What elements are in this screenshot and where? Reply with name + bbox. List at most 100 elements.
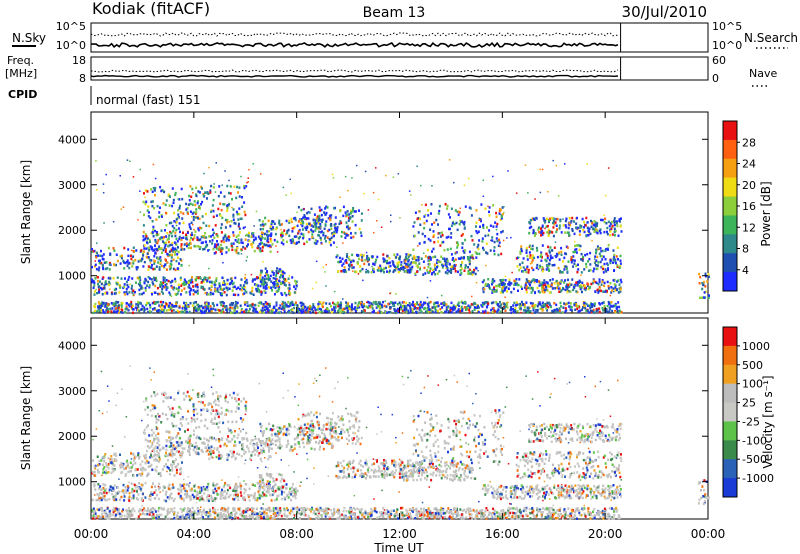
echo-point [446,259,449,262]
echo-point [386,270,388,273]
echo-point [220,223,223,226]
echo-point [614,302,617,306]
echo-point [460,234,463,237]
echo-point [162,202,165,205]
echo-point [283,310,286,313]
echo-point [468,262,471,266]
echo-point [221,216,224,220]
echo-point [548,291,551,294]
echo-point [403,464,406,468]
echo-point [207,302,210,306]
echo-point [198,205,201,208]
echo-point [587,234,590,237]
echo-point [171,224,174,228]
echo-point [187,212,189,215]
echo-point [536,286,539,290]
echo-point [186,231,189,235]
echo-point [135,303,138,306]
echo-point [530,247,532,250]
echo-point [371,463,374,466]
echo-point [298,445,301,449]
echo-point [115,263,117,267]
echo-point [189,227,192,230]
echo-point [540,231,543,234]
echo-point [290,220,293,224]
noise-point [240,249,242,252]
echo-point [156,454,158,457]
echo-point [317,434,320,437]
echo-point [312,230,315,233]
echo-point [249,442,252,445]
echo-point [97,285,100,289]
echo-point [126,459,129,463]
echo-point [595,309,598,313]
echo-point [556,286,558,290]
noise-point [554,241,557,243]
echo-point [147,280,150,284]
noise-point [311,287,314,290]
echo-point [189,279,192,282]
echo-point [484,282,487,286]
echo-point [354,270,356,274]
echo-point [344,211,347,214]
echo-point [176,441,179,444]
echo-point [161,215,163,218]
echo-point [282,433,285,436]
echo-point [288,305,290,308]
echo-point [244,238,247,241]
echo-point [503,287,506,290]
echo-point [385,305,388,308]
echo-point [524,268,527,271]
echo-point [267,278,270,282]
echo-point [579,309,582,312]
echo-point [270,240,273,243]
echo-point [195,436,198,440]
echo-point [610,289,613,292]
echo-point [157,257,160,260]
echo-point [266,233,269,237]
echo-point [117,301,120,304]
echo-point [386,311,389,314]
echo-point [267,219,270,223]
echo-point [236,310,238,313]
echo-point [201,187,203,190]
echo-point [402,265,405,269]
echo-point [168,440,171,443]
echo-point [319,209,321,212]
echo-point [493,246,496,249]
echo-point [266,235,269,238]
echo-point [608,302,611,306]
echo-point [151,246,154,249]
echo-point [342,262,345,265]
echo-point [350,305,353,308]
echo-point [525,278,528,281]
echo-point [481,237,484,240]
echo-point [243,437,246,441]
echo-point [501,230,504,233]
echo-point [301,219,304,223]
echo-point [267,302,270,306]
echo-point [285,303,288,307]
echo-point [132,452,135,456]
echo-point [140,286,143,290]
echo-point [143,281,146,285]
echo-point [267,457,270,461]
echo-point [201,200,204,204]
echo-point [330,227,333,231]
echo-point [224,442,226,446]
echo-point [251,280,254,283]
echo-point [254,453,257,456]
echo-point [198,245,201,249]
echo-point [171,246,174,250]
echo-point [554,221,557,224]
echo-point [584,306,587,310]
echo-point [157,292,159,296]
noise-point [410,194,412,196]
echo-point [191,212,194,215]
echo-point [180,243,183,246]
echo-point [571,229,574,232]
echo-point [351,215,354,218]
echo-point [182,212,185,215]
echo-point [574,248,577,252]
echo-point [586,252,589,256]
